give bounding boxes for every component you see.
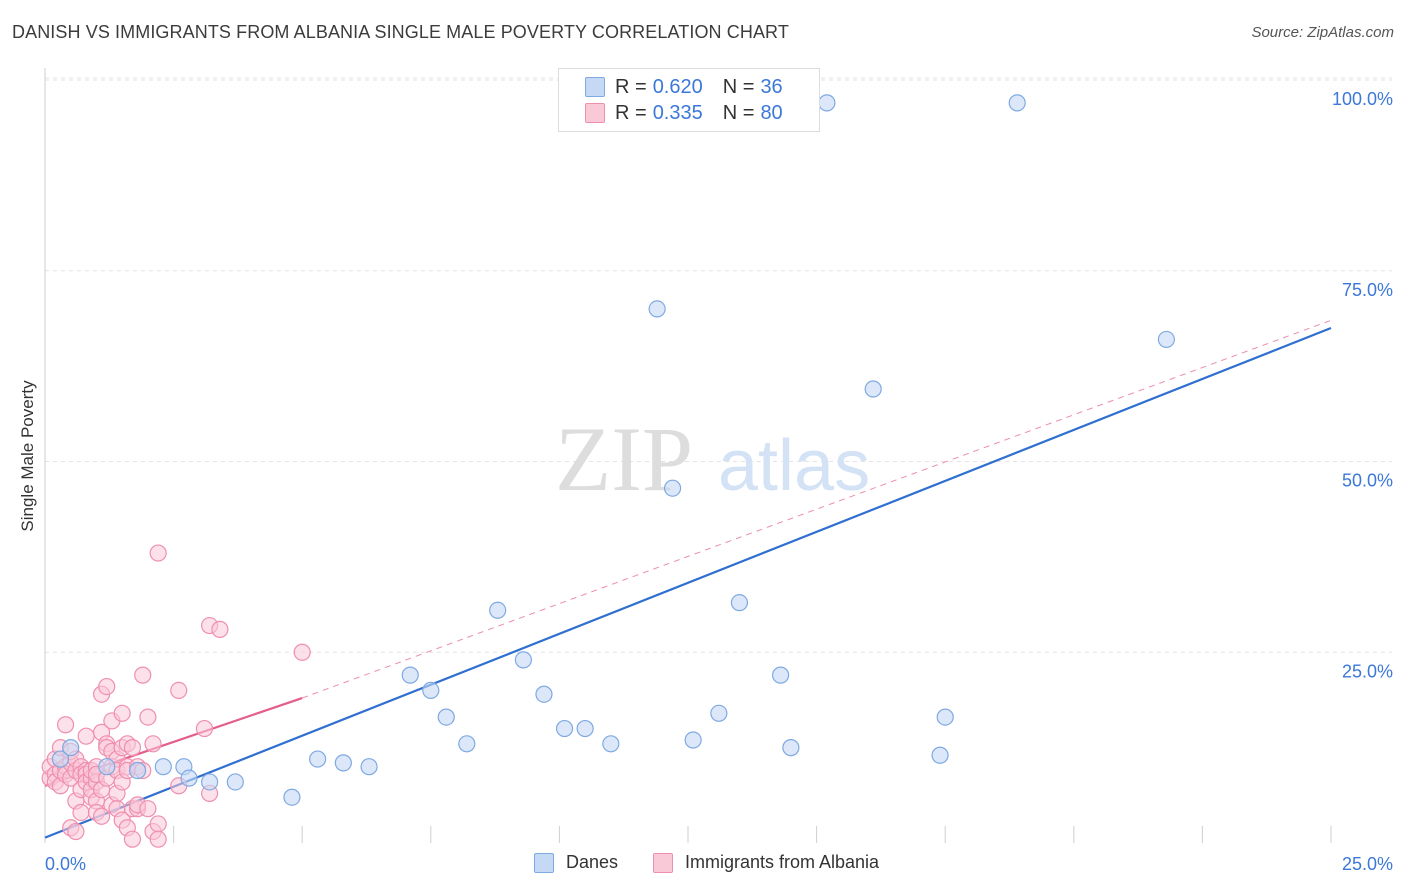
danes-point xyxy=(555,719,574,738)
legend-item-albania[interactable]: Immigrants from Albania xyxy=(653,852,879,873)
albania-point xyxy=(123,739,142,757)
r-label: R = xyxy=(615,101,647,124)
danes-point xyxy=(334,754,352,772)
albania-point xyxy=(113,704,131,722)
albania-point xyxy=(139,800,157,818)
danes-point xyxy=(648,300,666,318)
danes-point xyxy=(201,773,219,791)
danes-point xyxy=(1008,94,1026,112)
albania-point xyxy=(211,620,229,638)
danes-point xyxy=(710,704,728,722)
danes-point xyxy=(684,731,702,749)
danes-trend-line xyxy=(44,326,1332,839)
albania-point xyxy=(149,830,167,848)
albania-point xyxy=(195,719,214,738)
albania-point xyxy=(170,681,188,700)
albania-point xyxy=(144,735,162,753)
y-tick-label: 100.0% xyxy=(1332,89,1393,109)
source-label: Source: ZipAtlas.com xyxy=(1251,24,1394,41)
x-tick-label: 0.0% xyxy=(45,854,86,874)
danes-point xyxy=(730,594,749,612)
albania-point xyxy=(56,716,75,734)
danes-point xyxy=(514,651,532,669)
y-tick-label: 75.0% xyxy=(1342,280,1393,300)
danes-point xyxy=(401,666,419,684)
trend-lines xyxy=(44,319,1332,839)
n-value: 80 xyxy=(760,101,783,124)
danes-point xyxy=(360,758,378,776)
albania-point xyxy=(77,727,95,745)
albania-point xyxy=(92,807,111,825)
danes-point xyxy=(98,758,116,776)
albania-points xyxy=(41,544,311,848)
danes-point xyxy=(535,685,553,703)
danes-point xyxy=(51,750,70,768)
danes-point xyxy=(422,681,440,700)
danes-point xyxy=(771,666,790,684)
legend-row-danes: R = 0.620 N = 36 xyxy=(585,75,783,99)
gridlines xyxy=(45,77,1392,653)
danes-points xyxy=(51,94,1175,806)
danes-point xyxy=(154,758,172,776)
correlation-legend: R = 0.620 N = 36 R = 0.335 N = 80 xyxy=(558,68,820,132)
x-tick-label: 25.0% xyxy=(1342,854,1393,874)
danes-point xyxy=(458,735,476,753)
n-label: N = xyxy=(722,75,755,98)
watermark: ZIP atlas xyxy=(555,408,870,510)
albania-point xyxy=(67,822,85,841)
albania-point xyxy=(139,708,157,726)
danes-point xyxy=(62,739,80,757)
albania-point xyxy=(98,677,116,696)
legend-label-albania: Immigrants from Albania xyxy=(685,852,880,872)
albania-point xyxy=(72,803,90,822)
albania-point xyxy=(293,643,311,661)
n-value: 36 xyxy=(760,75,783,98)
danes-point xyxy=(1157,330,1175,349)
danes-point xyxy=(576,719,594,738)
albania-trend-extension xyxy=(302,319,1332,699)
danes-point xyxy=(818,94,836,112)
danes-point xyxy=(931,746,949,764)
n-label: N = xyxy=(722,101,755,124)
danes-point xyxy=(936,708,954,726)
danes-point xyxy=(180,769,198,787)
albania-swatch xyxy=(653,852,673,873)
danes-swatch xyxy=(585,77,605,97)
y-tick-label: 50.0% xyxy=(1342,471,1393,491)
chart-title: DANISH VS IMMIGRANTS FROM ALBANIA SINGLE… xyxy=(12,22,789,42)
danes-point xyxy=(309,750,327,768)
series-legend: Danes Immigrants from Albania xyxy=(0,852,1406,878)
legend-item-danes[interactable]: Danes xyxy=(534,852,618,873)
danes-point xyxy=(663,479,682,497)
tick-labels: 25.0% 50.0% 75.0% 100.0% 0.0% 25.0% xyxy=(45,89,1393,874)
danes-point xyxy=(489,601,507,619)
albania-point xyxy=(123,830,142,848)
y-tick-label: 25.0% xyxy=(1342,661,1393,681)
r-value: 0.335 xyxy=(652,101,703,124)
albania-point xyxy=(149,815,167,833)
r-label: R = xyxy=(615,75,647,98)
legend-row-albania: R = 0.335 N = 80 xyxy=(585,101,783,125)
axes xyxy=(44,68,1332,843)
watermark-atlas: atlas xyxy=(718,426,870,506)
danes-point xyxy=(226,773,244,791)
legend-label-danes: Danes xyxy=(566,852,619,872)
danes-point xyxy=(782,739,800,757)
danes-point xyxy=(602,735,620,753)
albania-point xyxy=(149,544,167,562)
danes-point xyxy=(283,788,301,806)
danes-point xyxy=(864,380,882,398)
danes-point xyxy=(128,761,147,780)
albania-swatch xyxy=(585,103,605,123)
albania-point xyxy=(134,666,152,684)
danes-swatch xyxy=(534,852,554,873)
r-value: 0.620 xyxy=(652,75,703,98)
danes-point xyxy=(437,708,455,726)
